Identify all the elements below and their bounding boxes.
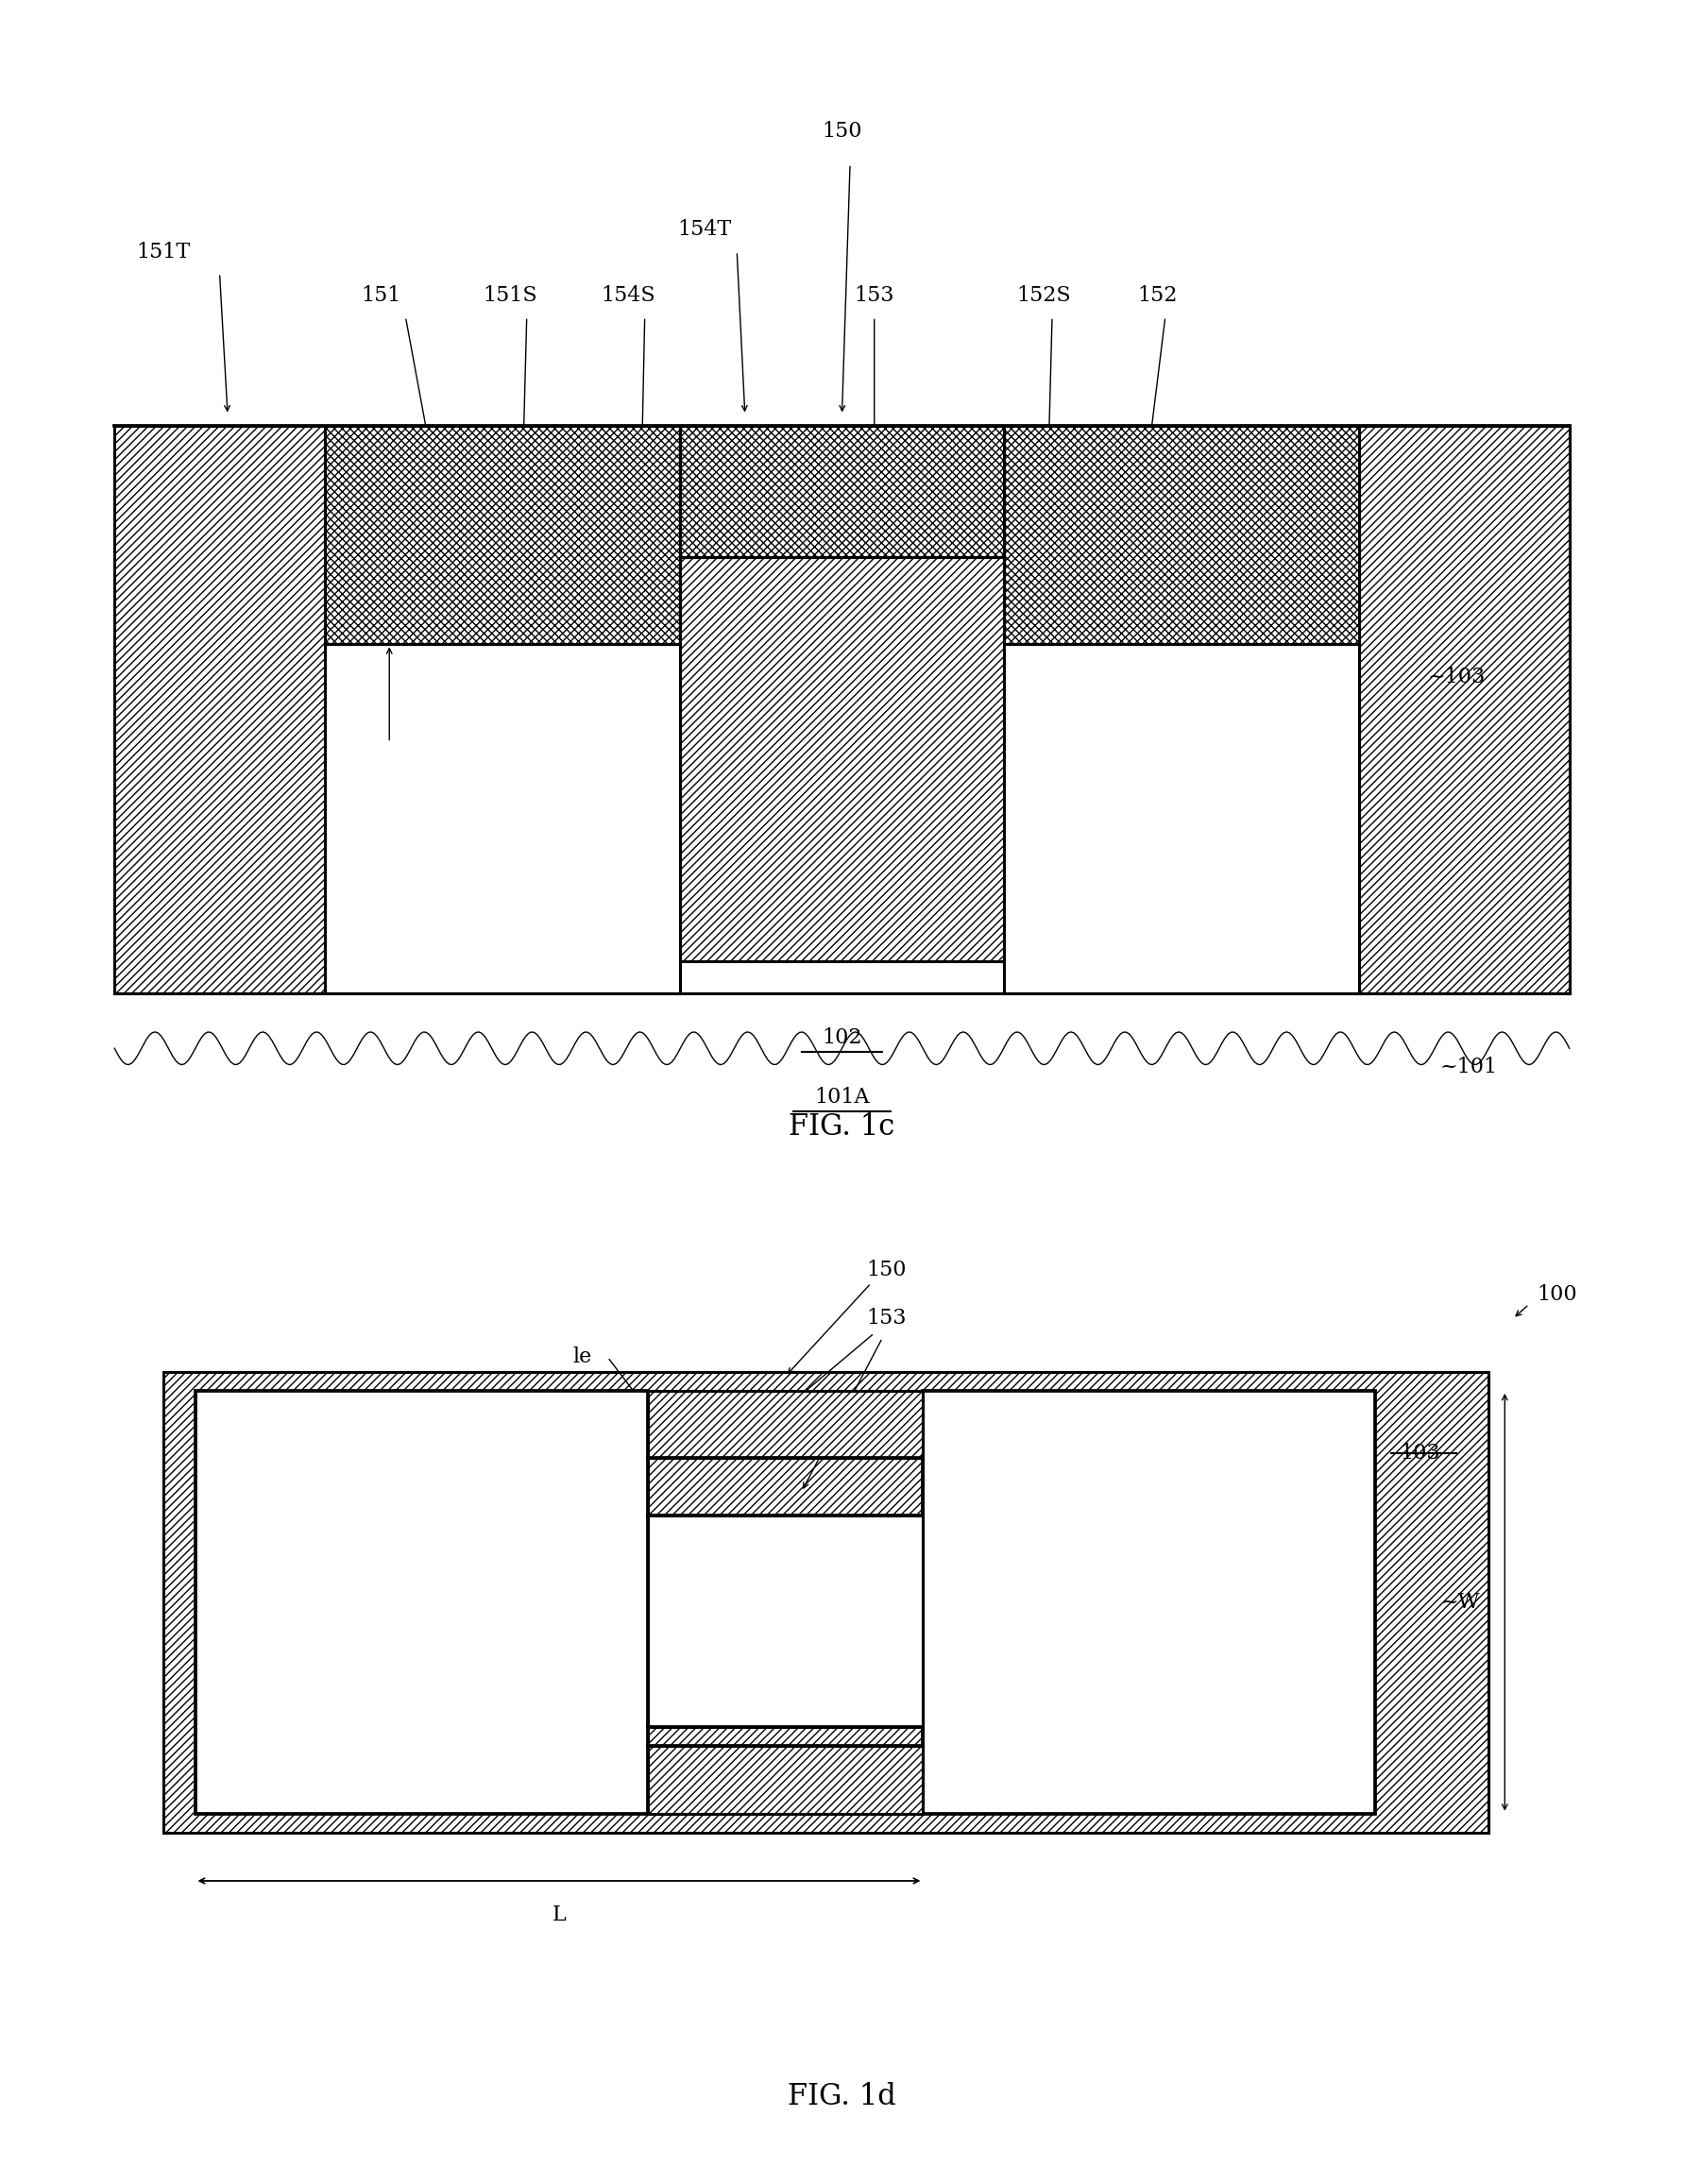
Bar: [648, 1747, 922, 1813]
Text: 152S: 152S: [1017, 284, 1070, 306]
Text: 153B: 153B: [576, 1769, 631, 1791]
Text: 153R: 153R: [703, 1605, 761, 1627]
Bar: [114, 426, 325, 994]
Text: 154S: 154S: [601, 284, 655, 306]
Bar: [648, 1391, 922, 1459]
Bar: [648, 1747, 922, 1813]
Bar: [648, 1391, 922, 1459]
Bar: [680, 557, 1003, 961]
Bar: [680, 426, 1003, 557]
Bar: [680, 557, 1003, 961]
Text: 151: 151: [402, 1597, 441, 1618]
Bar: [325, 644, 680, 994]
Text: ~101: ~101: [1439, 1057, 1496, 1077]
Text: 153A: 153A: [576, 1413, 631, 1435]
Bar: [1003, 644, 1358, 994]
Text: 102: 102: [821, 1026, 862, 1048]
Text: 151: 151: [362, 284, 401, 306]
Text: 150: 150: [865, 1260, 905, 1280]
Text: le: le: [572, 1348, 591, 1367]
Bar: [114, 426, 325, 994]
Text: 101A: 101A: [815, 1088, 868, 1107]
Text: FIG. 1d: FIG. 1d: [788, 2081, 895, 2112]
Text: 153: 153: [865, 1308, 905, 1328]
Text: L: L: [552, 1904, 565, 1926]
Text: 150: 150: [821, 120, 862, 142]
Text: FIG. 1c: FIG. 1c: [789, 1112, 894, 1140]
Text: 154T: 154T: [677, 218, 730, 240]
Bar: [1003, 426, 1358, 644]
Bar: [648, 1516, 922, 1728]
Bar: [922, 1391, 1375, 1813]
Bar: [680, 426, 1003, 557]
Text: 100: 100: [1537, 1284, 1577, 1306]
Bar: [325, 426, 680, 644]
Bar: [1358, 426, 1569, 994]
Text: 153: 153: [853, 284, 894, 306]
Text: ~W: ~W: [1441, 1592, 1479, 1612]
Text: ~103: ~103: [1427, 666, 1484, 688]
Text: 152: 152: [1136, 284, 1176, 306]
Text: le: le: [572, 1784, 591, 1804]
Bar: [163, 1372, 1488, 1832]
Bar: [195, 1391, 648, 1813]
Bar: [1358, 426, 1569, 994]
Text: 152: 152: [1129, 1597, 1168, 1618]
Bar: [325, 426, 680, 644]
Text: 154: 154: [821, 732, 862, 753]
Text: 103: 103: [1399, 1444, 1439, 1463]
Text: 151T: 151T: [136, 240, 190, 262]
Bar: [1003, 426, 1358, 644]
Bar: [163, 1372, 1488, 1832]
Text: 151S: 151S: [483, 284, 537, 306]
